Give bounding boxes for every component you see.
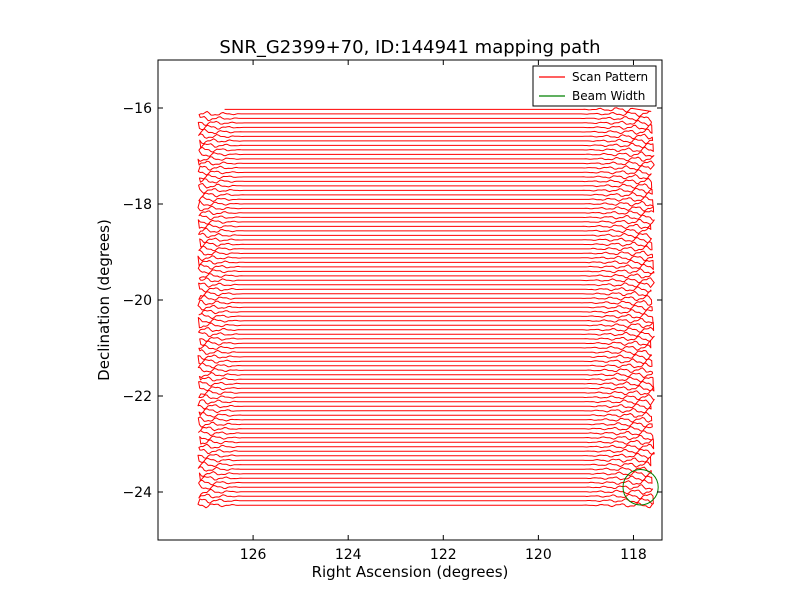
y-tick-label: −24	[122, 485, 152, 501]
x-axis-label: Right Ascension (degrees)	[312, 563, 509, 581]
legend-box	[532, 65, 657, 107]
x-tick-label: 122	[430, 547, 457, 563]
y-axis-ticks: −16 −18 −20 −22 −24	[122, 101, 662, 501]
legend-label-scan-pattern: Scan Pattern	[572, 70, 648, 84]
legend: Scan Pattern Beam Width	[532, 65, 657, 107]
x-tick-label: 126	[240, 547, 267, 563]
x-axis-ticks: 126 124 122 120 118	[240, 60, 647, 563]
chart-title: SNR_G2399+70, ID:144941 mapping path	[219, 37, 600, 58]
y-tick-label: −18	[122, 197, 152, 213]
beam-width-circle	[622, 468, 659, 506]
x-tick-label: 120	[525, 547, 552, 563]
legend-label-beam-width: Beam Width	[572, 89, 645, 103]
x-tick-label: 118	[620, 547, 647, 563]
y-tick-label: −22	[122, 389, 152, 405]
y-tick-label: −16	[122, 101, 152, 117]
y-tick-label: −20	[122, 293, 152, 309]
x-tick-label: 124	[335, 547, 362, 563]
scan-pattern-series	[197, 107, 655, 509]
y-axis-label: Declination (degrees)	[95, 219, 113, 381]
beam-width-series	[622, 468, 659, 506]
scan-pattern-line	[197, 107, 655, 509]
